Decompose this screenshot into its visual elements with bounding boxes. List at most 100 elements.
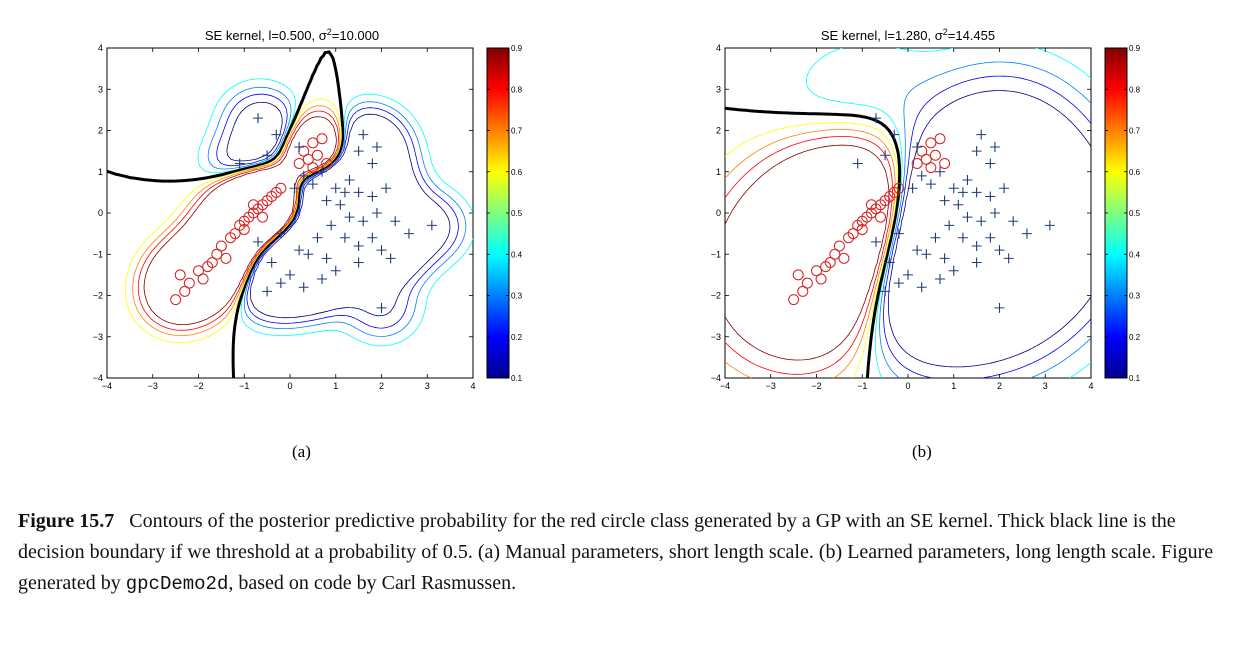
plus-point [971,257,982,268]
circle-point [321,158,333,169]
plus-point [344,175,355,185]
chart-a-title: SE kernel, l=0.500, σ2=10.000 [205,27,379,43]
colorbar-tick-label: 0.3 [1129,292,1141,301]
circle-point [788,294,800,306]
plus-point [1044,220,1055,231]
plus-point [976,129,987,140]
contour-line [124,98,342,344]
plus-point [989,208,1000,218]
plus-point [852,158,863,169]
plus-point [321,195,332,206]
decision-boundary [725,106,902,378]
chart-b: SE kernel, l=1.280, σ2=14.455 −4 −3 −2 −1 0 1… [711,27,1141,391]
plus-point [935,166,946,177]
y-tick-label: −2 [711,291,721,301]
circle-point [815,273,827,285]
x-tick-label: 2 [379,381,384,391]
colorbar-tick-label: 0.9 [1129,44,1141,53]
circle-point [829,248,841,260]
plus-point [962,212,973,223]
x-tick-label: −3 [766,381,776,391]
x-tick-label: −3 [148,381,158,391]
y-tick-label: 3 [98,84,103,94]
y-tick-label: −4 [93,373,103,383]
plus-point [944,220,955,231]
plus-point [234,158,245,169]
circle-point [174,269,186,281]
x-tick-label: 3 [425,381,430,391]
sublabel-a: (a) [292,442,311,461]
plus-point [976,216,987,227]
circle-point [229,228,241,240]
x-tick-label: −4 [720,381,730,391]
chart-a-colorbar [486,47,510,379]
circle-point [211,248,223,260]
caption-text-2: , based on code by Carl Rasmussen. [228,572,517,594]
circle-point [847,228,859,240]
plus-point [353,146,364,157]
contour-line [725,129,896,378]
plus-point [298,170,309,181]
y-tick-label: 0 [98,208,103,218]
y-tick-label: 3 [716,84,721,94]
plus-point [925,179,936,190]
plus-point [381,183,392,194]
plus-point [994,245,1005,256]
plus-point [376,302,387,313]
plus-point [912,142,923,152]
y-tick-label: −1 [93,249,103,259]
colorbar-tick-label: 0.4 [1129,250,1141,259]
circle-point [792,269,804,281]
figure-label: Figure 15.7 [18,510,115,532]
circle-point [920,153,932,165]
plus-point [312,232,323,243]
plus-point [903,269,913,280]
contour-line [883,75,1091,378]
plus-point [266,257,277,268]
plus-point [985,232,996,243]
plus-point [353,187,364,198]
colorbar-tick-label: 0.5 [1129,209,1141,218]
plus-point [948,265,959,276]
colorbar-tick-label: 0.1 [511,374,523,383]
circle-point [939,158,951,169]
contour-line [216,93,459,329]
plus-point [971,241,982,251]
colorbar-tick-label: 0.8 [511,85,523,94]
colorbar-tick-label: 0.6 [1129,168,1141,177]
plus-point [921,249,932,260]
plus-point [376,245,387,256]
plus-point [880,150,891,161]
x-tick-label: 4 [470,381,475,391]
figure-caption: Figure 15.7 Contours of the posterior pr… [18,506,1228,600]
circle-point [220,252,232,264]
contour-line [226,101,451,319]
circle-point [238,224,250,235]
circle-point [875,211,887,223]
circle-point [925,162,937,174]
plus-point [916,282,927,293]
plus-point [948,183,959,194]
circle-point [934,133,946,145]
plus-point [294,245,305,256]
contour-line [725,122,898,378]
plus-point [953,199,964,210]
caption-code: gpcDemo2d [125,573,229,595]
plus-point [326,220,337,231]
circle-point [824,257,836,268]
plus-point [930,232,941,243]
plus-point [285,269,295,280]
plus-point [939,195,950,206]
plus-point [358,129,369,140]
circle-point [811,265,822,277]
circle-point [929,149,941,161]
sublabel-b: (b) [912,442,932,461]
colorbar-tick-label: 0.5 [511,209,523,218]
x-tick-label: 2 [997,381,1002,391]
circle-point [865,199,877,211]
x-tick-label: −1 [857,381,867,391]
colorbar-tick-label: 0.8 [1129,85,1141,94]
plus-point [1003,253,1014,264]
plus-point [339,232,350,243]
x-tick-label: 1 [333,381,338,391]
